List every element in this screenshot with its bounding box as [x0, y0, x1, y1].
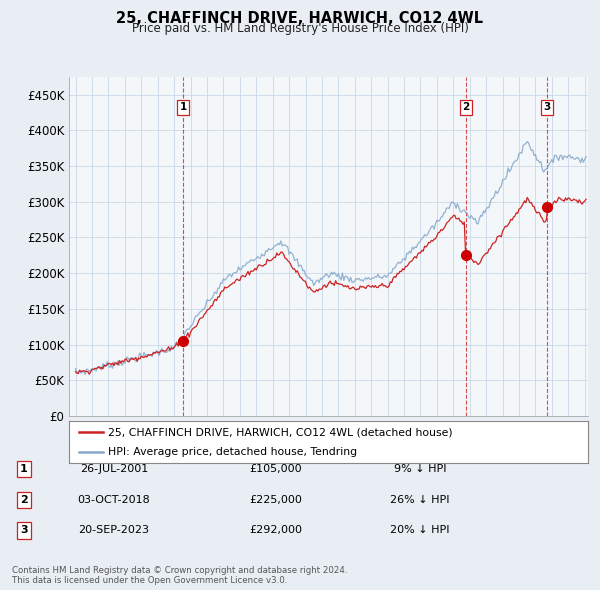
Text: 1: 1: [179, 102, 187, 112]
Text: Price paid vs. HM Land Registry's House Price Index (HPI): Price paid vs. HM Land Registry's House …: [131, 22, 469, 35]
Text: 03-OCT-2018: 03-OCT-2018: [77, 495, 151, 504]
Text: 20-SEP-2023: 20-SEP-2023: [79, 526, 149, 535]
Text: 9% ↓ HPI: 9% ↓ HPI: [394, 464, 446, 474]
Text: £225,000: £225,000: [250, 495, 302, 504]
Text: 3: 3: [544, 102, 551, 112]
Text: HPI: Average price, detached house, Tendring: HPI: Average price, detached house, Tend…: [108, 447, 357, 457]
Text: 20% ↓ HPI: 20% ↓ HPI: [390, 526, 450, 535]
Text: 2: 2: [462, 102, 469, 112]
Text: Contains HM Land Registry data © Crown copyright and database right 2024.
This d: Contains HM Land Registry data © Crown c…: [12, 566, 347, 585]
Text: 2: 2: [20, 495, 28, 504]
Text: £105,000: £105,000: [250, 464, 302, 474]
Text: 25, CHAFFINCH DRIVE, HARWICH, CO12 4WL (detached house): 25, CHAFFINCH DRIVE, HARWICH, CO12 4WL (…: [108, 427, 452, 437]
Text: 26-JUL-2001: 26-JUL-2001: [80, 464, 148, 474]
Text: 25, CHAFFINCH DRIVE, HARWICH, CO12 4WL: 25, CHAFFINCH DRIVE, HARWICH, CO12 4WL: [116, 11, 484, 25]
Text: 1: 1: [20, 464, 28, 474]
Text: £292,000: £292,000: [250, 526, 302, 535]
Text: 26% ↓ HPI: 26% ↓ HPI: [390, 495, 450, 504]
Text: 3: 3: [20, 526, 28, 535]
